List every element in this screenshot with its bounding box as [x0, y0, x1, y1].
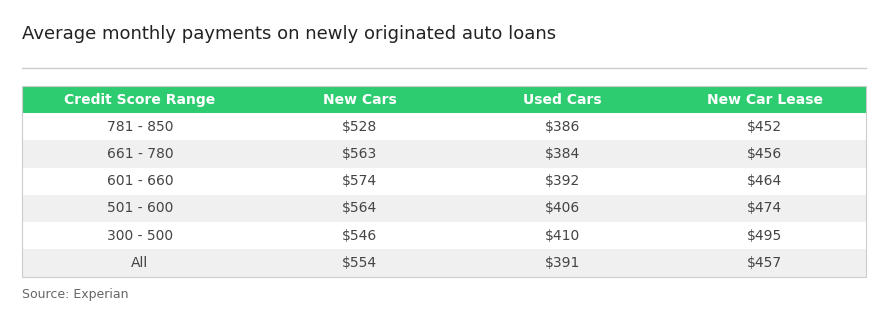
Text: Average monthly payments on newly originated auto loans: Average monthly payments on newly origin… [22, 26, 556, 43]
FancyBboxPatch shape [22, 86, 258, 113]
FancyBboxPatch shape [22, 195, 866, 222]
FancyBboxPatch shape [22, 249, 866, 276]
FancyBboxPatch shape [22, 140, 866, 168]
FancyBboxPatch shape [258, 86, 461, 113]
Text: 300 - 500: 300 - 500 [107, 229, 173, 243]
Text: Credit Score Range: Credit Score Range [64, 92, 216, 106]
Text: 781 - 850: 781 - 850 [107, 120, 173, 134]
Text: $546: $546 [342, 229, 377, 243]
FancyBboxPatch shape [663, 86, 866, 113]
Text: $474: $474 [748, 202, 782, 216]
Text: 601 - 660: 601 - 660 [107, 174, 173, 188]
Text: $384: $384 [544, 147, 580, 161]
Text: $386: $386 [544, 120, 580, 134]
Text: 501 - 600: 501 - 600 [107, 202, 173, 216]
Text: New Cars: New Cars [322, 92, 396, 106]
Text: $528: $528 [342, 120, 377, 134]
FancyBboxPatch shape [461, 86, 663, 113]
Text: New Car Lease: New Car Lease [707, 92, 823, 106]
Text: 661 - 780: 661 - 780 [107, 147, 173, 161]
Text: Source: Experian: Source: Experian [22, 288, 128, 301]
Text: $563: $563 [342, 147, 377, 161]
FancyBboxPatch shape [22, 113, 866, 140]
Text: $495: $495 [748, 229, 782, 243]
Text: $457: $457 [748, 256, 782, 270]
Text: $554: $554 [342, 256, 377, 270]
Text: $406: $406 [544, 202, 580, 216]
Text: $574: $574 [342, 174, 377, 188]
Text: $452: $452 [748, 120, 782, 134]
Text: $564: $564 [342, 202, 377, 216]
Text: $391: $391 [544, 256, 580, 270]
Text: $464: $464 [748, 174, 782, 188]
Text: Used Cars: Used Cars [523, 92, 601, 106]
Text: $456: $456 [748, 147, 782, 161]
FancyBboxPatch shape [22, 222, 866, 249]
Text: $410: $410 [544, 229, 580, 243]
FancyBboxPatch shape [22, 168, 866, 195]
Text: All: All [131, 256, 148, 270]
Text: $392: $392 [544, 174, 580, 188]
